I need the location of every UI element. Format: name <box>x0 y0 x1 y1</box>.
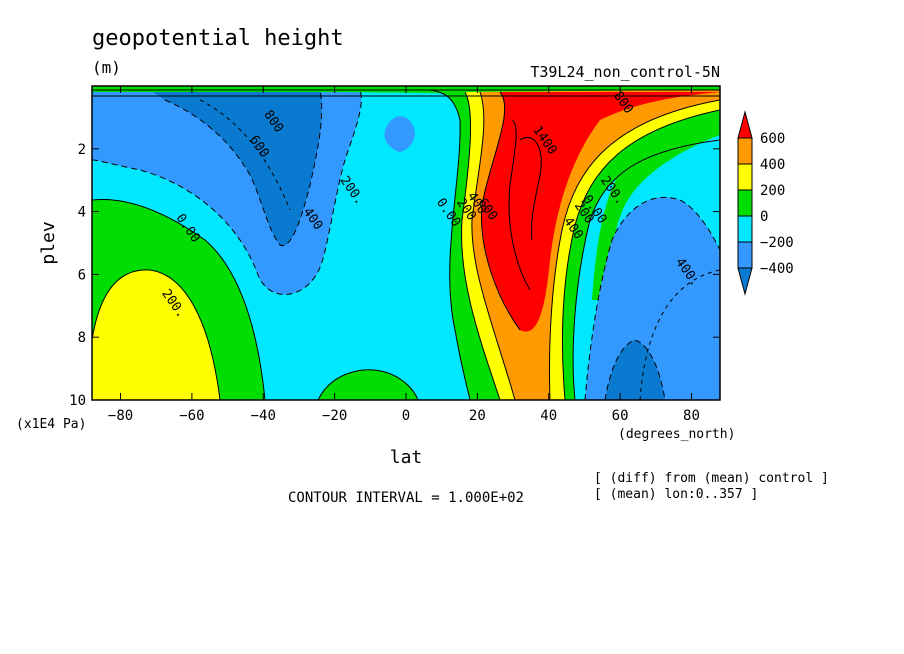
note-mean: [ (mean) lon:0..357 ] <box>594 487 758 502</box>
contour-line <box>317 369 419 400</box>
x-tick-label: −60 <box>179 408 204 424</box>
y-tick-label: 2 <box>78 142 86 158</box>
contour-line <box>164 89 323 247</box>
region-darkblue-ne <box>605 340 665 400</box>
contour-line <box>572 139 720 400</box>
colorbar-segment <box>737 189 753 217</box>
x-tick-label: 20 <box>469 408 486 424</box>
y-tick-label: 10 <box>69 393 86 409</box>
contour-field <box>92 86 720 400</box>
note-diff: [ (diff) from (mean) control ] <box>594 471 829 486</box>
contour-line <box>471 91 516 400</box>
x-axis: −80 −60 −40 −20 0 20 40 60 80 <box>108 86 700 424</box>
x-axis-label: lat <box>390 447 423 468</box>
y-axis-label: plev <box>38 221 59 264</box>
contour-line <box>604 339 666 400</box>
x-tick-label: 60 <box>612 408 629 424</box>
contour-line <box>508 119 531 291</box>
region-darkblue-sw <box>150 90 322 246</box>
run-label: T39L24_non_control-5N <box>530 63 720 81</box>
y-tick-label: 8 <box>78 330 86 346</box>
contour-line <box>519 137 542 241</box>
x-axis-units: (degrees_north) <box>618 427 735 442</box>
x-tick-label: 0 <box>402 408 410 424</box>
contour-lines <box>92 89 720 400</box>
contour-line <box>480 91 521 331</box>
colorbar-label: 400 <box>760 157 785 173</box>
contour-line <box>461 91 501 400</box>
contour-line <box>562 109 720 400</box>
region-yellow-sw <box>92 269 220 400</box>
contour-line <box>584 196 720 400</box>
contour-line <box>92 198 266 400</box>
region-green-eq <box>318 369 418 400</box>
y-tick-label: 4 <box>78 205 86 221</box>
contour-line <box>429 89 471 400</box>
y-tick-label: 6 <box>78 267 86 283</box>
colorbar-segment <box>737 267 753 296</box>
colorbar-segment <box>737 110 753 139</box>
colorbar-label: 0 <box>760 209 768 225</box>
region-blue-ne <box>585 197 720 400</box>
colorbar-label: 600 <box>760 131 785 147</box>
region-blue-eq <box>384 116 415 152</box>
region-red-n <box>481 92 720 332</box>
colorbar-segment <box>737 163 753 191</box>
colorbar-label: −400 <box>760 261 794 277</box>
contour-line <box>549 99 720 400</box>
colorbar: 600 400 200 0 −200 −400 <box>737 110 794 296</box>
x-tick-label: −80 <box>108 408 133 424</box>
chart-units: (m) <box>92 58 121 77</box>
colorbar-label: −200 <box>760 235 794 251</box>
contour-line <box>639 269 720 400</box>
contour-interval: CONTOUR INTERVAL = 1.000E+02 <box>288 490 524 506</box>
colorbar-segment <box>737 241 753 269</box>
y-axis-units: (x1E4 Pa) <box>16 417 86 432</box>
colorbar-segment <box>737 215 753 243</box>
y-axis: 2 4 6 8 10 <box>69 142 720 409</box>
contour-line <box>92 89 362 295</box>
colorbar-segment <box>737 137 753 165</box>
x-tick-label: 40 <box>540 408 557 424</box>
x-tick-label: −20 <box>322 408 347 424</box>
colorbar-label: 200 <box>760 183 785 199</box>
chart-title: geopotential height <box>92 26 344 51</box>
contour-line <box>92 269 221 400</box>
x-tick-label: −40 <box>251 408 276 424</box>
x-tick-label: 80 <box>683 408 700 424</box>
